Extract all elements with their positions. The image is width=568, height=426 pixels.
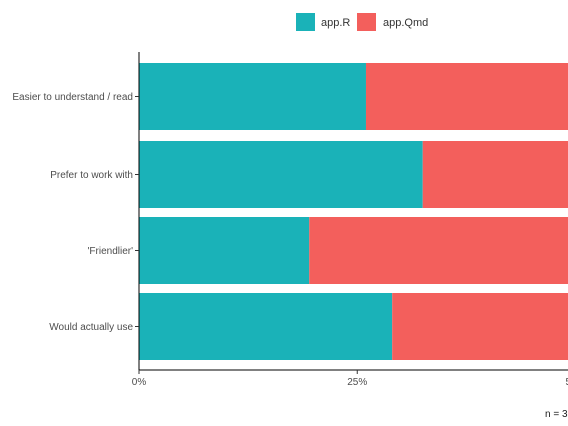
legend-label-2: app.Qmd (383, 17, 428, 29)
x-tick-label: 0% (132, 377, 147, 388)
x-tick-label: 50% (565, 377, 568, 388)
bar-app-r-3 (139, 217, 310, 284)
legend-label-1: app.R (321, 17, 350, 29)
category-label-2: Prefer to work with (50, 170, 133, 181)
bar-app-r-2 (139, 141, 423, 208)
bar-app-r-4 (139, 293, 393, 360)
bar-app-qmd-2 (422, 141, 568, 208)
legend: app.R app.Qmd (296, 13, 428, 31)
bars (139, 63, 568, 360)
legend-swatch-2 (357, 13, 376, 31)
category-label-3: 'Friendlier' (88, 246, 134, 257)
category-label-4: Would actually use (49, 322, 133, 333)
bar-app-r-1 (139, 63, 366, 130)
axes (138, 52, 568, 371)
bar-app-qmd-3 (309, 217, 568, 284)
x-tick-label: 25% (347, 377, 367, 388)
legend-swatch-1 (296, 13, 315, 31)
category-label-1: Easier to understand / read (12, 92, 133, 103)
bar-app-qmd-4 (392, 293, 568, 360)
sample-size-note: n = 3 (545, 409, 568, 420)
x-ticks: 0%25%50%75%1 (132, 370, 568, 388)
bar-app-qmd-1 (365, 63, 568, 130)
category-labels: Easier to understand / read Prefer to wor… (12, 92, 139, 333)
